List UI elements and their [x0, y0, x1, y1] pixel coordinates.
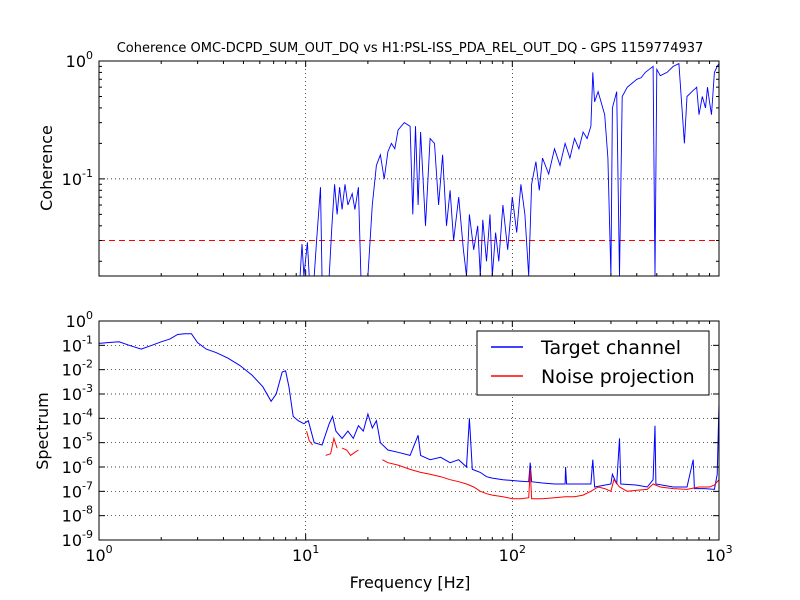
spectrum-series: [98, 333, 720, 500]
y-tick-label: 10-5: [62, 431, 93, 453]
legend-label-target-channel: Target channel: [540, 337, 681, 359]
y-tick-label: 100: [66, 49, 93, 71]
y-tick-label: 10-1: [62, 333, 93, 355]
noise-projection-line: [325, 436, 338, 456]
y-tick-label: 100: [66, 309, 93, 331]
coherence-title: Coherence OMC-DCPD_SUM_OUT_DQ vs H1:PSL-…: [117, 41, 704, 56]
x-tick-label: 100: [85, 543, 112, 565]
coherence-series: [299, 62, 720, 277]
y-tick-label: 10-8: [62, 504, 93, 526]
y-tick-label: 10-7: [62, 479, 93, 501]
spectrum-x-axis-label: Frequency [Hz]: [350, 573, 471, 592]
legend-box: [476, 330, 710, 396]
coherence-y-axis-label: Coherence: [37, 125, 56, 211]
y-tick-label: 10-3: [62, 382, 93, 404]
y-tick-label: 10-1: [62, 167, 93, 189]
coherence-grid: [99, 61, 719, 276]
y-tick-label: 10-2: [62, 358, 93, 380]
spectrum-axes-frame: [98, 320, 720, 541]
x-tick-label: 103: [705, 543, 732, 565]
noise-projection-line: [341, 447, 359, 457]
y-tick-label: 10-4: [62, 406, 93, 428]
coherence-axes-frame: [98, 60, 720, 277]
x-tick-label: 102: [499, 543, 526, 565]
x-tick-label: 101: [292, 543, 319, 565]
noise-projection-line: [306, 430, 313, 446]
coherence-line: [299, 62, 720, 277]
legend-label-noise-projection: Noise projection: [541, 366, 695, 388]
y-tick-label: 10-6: [62, 455, 93, 477]
spectrum-y-axis-label: Spectrum: [33, 392, 52, 470]
spectrum-ticks: 10-910-810-710-610-510-410-310-210-11001…: [62, 309, 733, 565]
y-tick-label: 10-9: [62, 528, 93, 550]
spectrum-legend: Target channel Noise projection: [476, 330, 710, 396]
noise-projection-line: [382, 459, 720, 500]
coherence-y-ticks: 10-1 100: [62, 49, 719, 276]
